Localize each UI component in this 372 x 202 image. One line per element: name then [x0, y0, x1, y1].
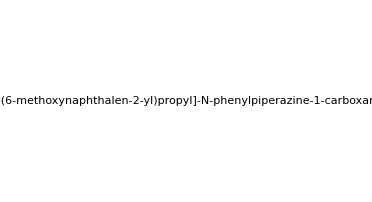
- Text: 4-[2-(6-methoxynaphthalen-2-yl)propyl]-N-phenylpiperazine-1-carboxamide: 4-[2-(6-methoxynaphthalen-2-yl)propyl]-N…: [0, 96, 372, 106]
